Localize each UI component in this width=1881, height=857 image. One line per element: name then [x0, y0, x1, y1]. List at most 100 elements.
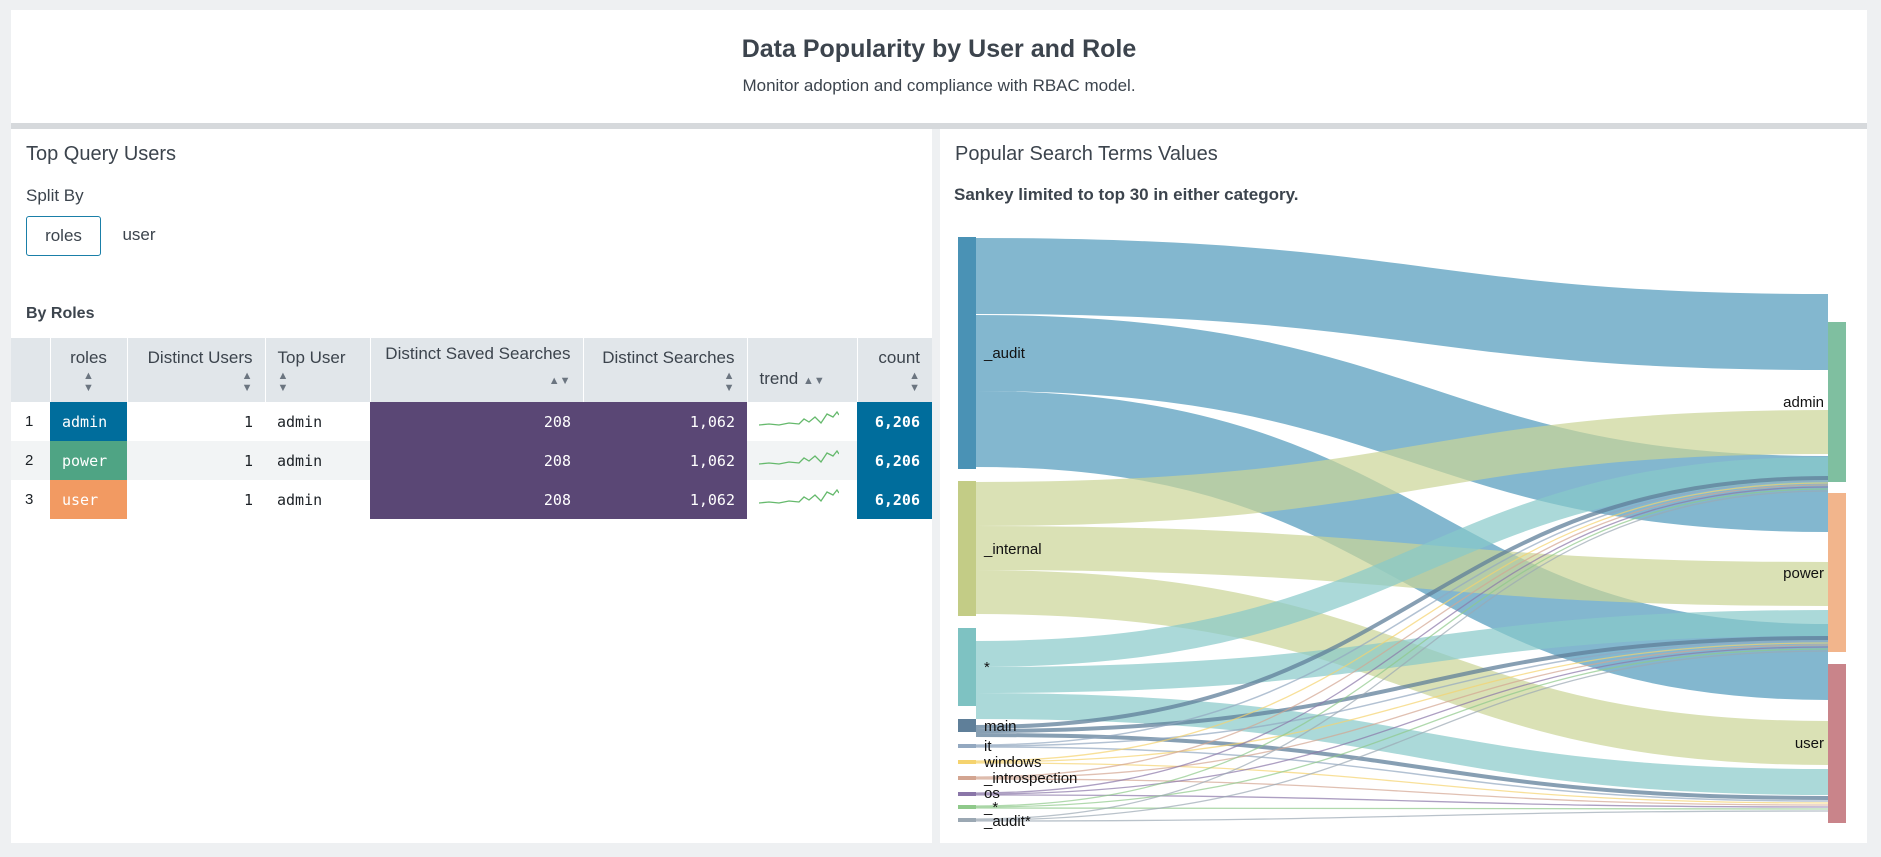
- row-index: 1: [25, 413, 34, 430]
- sankey-node-introspection[interactable]: [958, 776, 976, 780]
- role-cell[interactable]: admin: [50, 402, 127, 441]
- column-header-count[interactable]: count ▲ ▼: [857, 338, 932, 402]
- sort-icon: ▲▼: [277, 370, 289, 394]
- table-row[interactable]: 2 power 1 admin 208 1,062 6,206: [11, 441, 932, 480]
- popular-search-terms-panel: Popular Search Terms Values Sankey limit…: [940, 129, 1867, 843]
- sankey-link[interactable]: [975, 570, 1829, 765]
- distinct-saved-cell: 208: [370, 402, 583, 441]
- sankey-links: [975, 238, 1829, 822]
- top-user-cell: admin: [277, 412, 323, 431]
- sankey-link[interactable]: [975, 238, 1829, 370]
- sankey-label: *: [984, 659, 990, 676]
- sankey-link[interactable]: [975, 490, 1829, 820]
- role-cell[interactable]: power: [50, 441, 127, 480]
- row-index: 2: [11, 441, 50, 480]
- sankey-link[interactable]: [975, 807, 1829, 810]
- sankey-link[interactable]: [975, 650, 1829, 821]
- sankey-node-windows[interactable]: [958, 760, 976, 764]
- sort-icon: ▲▼: [802, 375, 825, 387]
- distinct-saved-cell: 208: [370, 480, 583, 519]
- sankey-link[interactable]: [975, 488, 1829, 807]
- count-cell: 6,206: [857, 480, 932, 519]
- distinct-searches-cell: 1,062: [583, 402, 747, 441]
- sankey-label: _audit: [983, 345, 1026, 362]
- distinct-searches-cell: 1,062: [583, 480, 747, 519]
- sankey-target-nodes: [1828, 322, 1846, 823]
- sankey-node-user[interactable]: [1828, 664, 1846, 823]
- sankey-chart: _audit _internal * main it windows _intr…: [958, 237, 1846, 830]
- sankey-link[interactable]: [975, 646, 1829, 795]
- index-header: [11, 338, 51, 402]
- sankey-link[interactable]: [975, 476, 1829, 729]
- sankey-link[interactable]: [975, 648, 1829, 808]
- sankey-label: _internal: [983, 541, 1042, 558]
- sankey-link[interactable]: [975, 642, 1829, 763]
- sankey-note: Sankey limited to top 30 in either categ…: [954, 185, 1299, 204]
- sankey-link[interactable]: [975, 482, 1829, 762]
- sankey-link[interactable]: [975, 410, 1829, 526]
- sankey-link[interactable]: [975, 762, 1829, 804]
- sankey-link[interactable]: [975, 746, 1829, 802]
- top-user-cell: admin: [277, 490, 323, 509]
- sankey-node-main[interactable]: [958, 719, 976, 732]
- column-header-top-user[interactable]: Top User ▲ ▼: [265, 338, 371, 402]
- sort-icon: ▲▼: [909, 370, 920, 394]
- distinct-users-cell: 1: [243, 490, 253, 509]
- sparkline-icon: [758, 410, 840, 426]
- table-row[interactable]: 1 admin 1 admin 208 1,062 6,206: [11, 402, 932, 441]
- sankey-label: windows: [983, 754, 1042, 771]
- column-header-roles[interactable]: roles ▲ ▼: [50, 338, 128, 402]
- header-divider: [11, 123, 1867, 129]
- role-cell[interactable]: user: [50, 480, 127, 519]
- split-user-button[interactable]: user: [122, 225, 156, 244]
- sankey-node-it[interactable]: [958, 744, 976, 748]
- column-header-distinct-searches[interactable]: Distinct Searches ▲ ▼: [583, 338, 748, 402]
- sankey-link[interactable]: [975, 693, 1829, 795]
- sankey-link[interactable]: [975, 810, 1829, 822]
- sankey-link[interactable]: [975, 778, 1829, 806]
- sankey-link[interactable]: [975, 486, 1829, 794]
- sankey-label: _introspection: [983, 770, 1077, 787]
- sankey-node-audit[interactable]: [958, 237, 976, 469]
- sankey-label: os: [984, 785, 1000, 802]
- sankey-node-star[interactable]: [958, 628, 976, 706]
- sankey-label: _audit*: [983, 813, 1031, 830]
- count-cell: 6,206: [857, 441, 932, 480]
- sankey-link[interactable]: [975, 480, 1829, 746]
- top-user-cell: admin: [265, 441, 370, 480]
- sparkline-icon: [758, 449, 840, 465]
- trend-sparkline: [747, 402, 857, 441]
- sankey-link[interactable]: [975, 610, 1829, 693]
- sort-icon: ▲▼: [548, 375, 571, 387]
- sankey-node-power[interactable]: [1828, 493, 1846, 652]
- sankey-node-internal[interactable]: [958, 481, 976, 616]
- sankey-link[interactable]: [975, 636, 1829, 733]
- sankey-label: admin: [1783, 394, 1824, 411]
- sankey-link[interactable]: [975, 457, 1829, 667]
- table-title: By Roles: [26, 305, 95, 322]
- distinct-searches-cell: 1,062: [583, 441, 747, 480]
- sankey-label: it: [984, 738, 992, 755]
- split-by-label: Split By: [26, 186, 84, 205]
- column-header-distinct-users[interactable]: Distinct Users ▲ ▼: [127, 338, 266, 402]
- trend-sparkline: [747, 441, 857, 480]
- sankey-link[interactable]: [975, 644, 1829, 779]
- sankey-link[interactable]: [975, 794, 1829, 808]
- column-header-distinct-saved-searches[interactable]: Distinct Saved Searches ▲▼: [370, 338, 584, 402]
- split-roles-button[interactable]: roles: [26, 216, 101, 256]
- sort-icon: ▲▼: [241, 370, 253, 394]
- sankey-node-os[interactable]: [958, 792, 976, 796]
- table-row[interactable]: 3 user 1 admin 208 1,062 6,206: [11, 480, 932, 519]
- sankey-link[interactable]: [975, 640, 1829, 747]
- column-header-trend[interactable]: trend ▲▼: [747, 338, 858, 402]
- sankey-node-underscore-star[interactable]: [958, 805, 976, 809]
- sankey-link[interactable]: [975, 733, 1829, 800]
- sort-icon: ▲▼: [723, 370, 735, 394]
- distinct-users-cell: 1: [243, 412, 253, 431]
- sankey-node-audit-star[interactable]: [958, 818, 976, 822]
- sankey-source-nodes: [958, 237, 976, 822]
- sankey-node-admin[interactable]: [1828, 322, 1846, 482]
- sankey-link[interactable]: [975, 484, 1829, 778]
- sort-icon: ▲▼: [83, 370, 94, 394]
- dashboard-header: Data Popularity by User and Role Monitor…: [11, 10, 1867, 123]
